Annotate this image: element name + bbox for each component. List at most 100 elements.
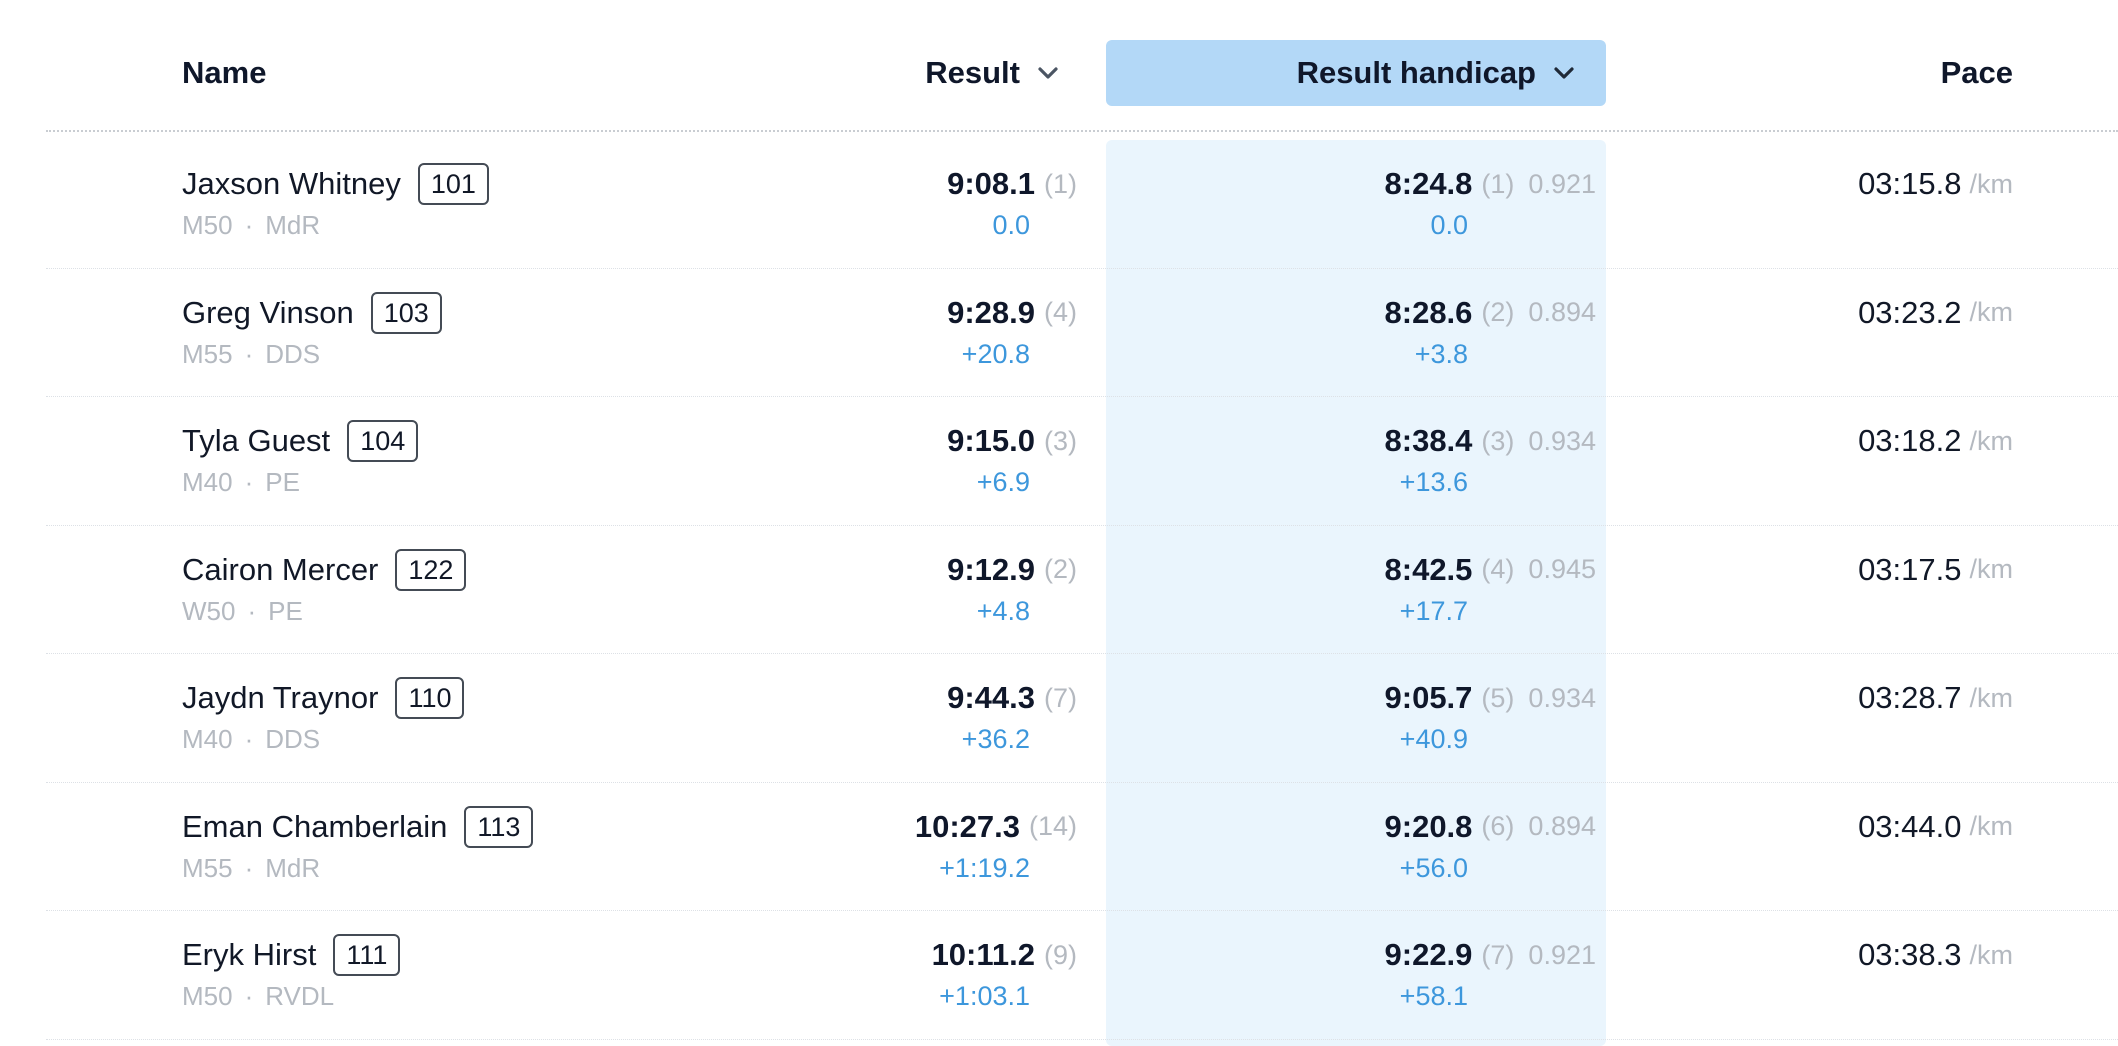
pace-cell: 03:28.7 /km: [1858, 676, 2013, 720]
table-row[interactable]: Greg Vinson 103 M55 · DDS 9:28.9 (4) +20.8…: [0, 269, 2118, 397]
table-row[interactable]: Jaxson Whitney 101 M50 · MdR 9:08.1 (1) 0.…: [0, 140, 2118, 269]
runner-name[interactable]: Eryk Hirst: [182, 937, 317, 972]
handicap-diff: +17.7: [1399, 595, 1468, 626]
pace-value: 03:15.8: [1858, 166, 1962, 201]
handicap-diff: 0.0: [1430, 210, 1468, 240]
handicap-rank: (1): [1481, 168, 1515, 199]
handicap-diff: +40.9: [1399, 724, 1468, 754]
runner-club: PE: [265, 467, 300, 497]
handicap-cell: 8:38.4 (3) 0.934: [1385, 419, 1596, 463]
runner-category-club: W50 · PE: [182, 596, 303, 627]
bib-number-badge: 104: [347, 420, 419, 462]
handicap-time: 8:24.8: [1384, 166, 1473, 201]
handicap-rank: (5): [1481, 682, 1515, 713]
pace-unit: /km: [1969, 682, 2014, 713]
handicap-time: 9:05.7: [1384, 680, 1473, 715]
pace-cell: 03:17.5 /km: [1858, 548, 2013, 592]
handicap-cell: 8:28.6 (2) 0.894: [1385, 291, 1596, 335]
handicap-factor: 0.945: [1528, 554, 1596, 584]
result-cell: 9:15.0 (3): [947, 419, 1077, 463]
result-diff: +1:03.1: [939, 981, 1030, 1011]
separator-dot: ·: [247, 595, 257, 626]
column-header-name[interactable]: Name: [182, 40, 266, 106]
runner-name-line: Tyla Guest 104: [182, 419, 419, 463]
separator-dot: ·: [244, 981, 254, 1011]
pace-unit: /km: [1969, 168, 2014, 199]
runner-name[interactable]: Tyla Guest: [182, 423, 331, 458]
runner-name[interactable]: Cairon Mercer: [182, 551, 379, 587]
result-time: 9:44.3: [947, 680, 1035, 715]
pace-unit: /km: [1969, 939, 2014, 970]
handicap-diff: +3.8: [1414, 338, 1468, 369]
bib-number-badge: 122: [395, 548, 467, 591]
runner-club: DDS: [265, 724, 321, 754]
chevron-down-icon[interactable]: [1548, 61, 1606, 85]
handicap-factor: 0.921: [1528, 939, 1596, 970]
result-time: 9:28.9: [947, 294, 1035, 330]
handicap-cell: 9:22.9 (7) 0.921: [1385, 933, 1596, 977]
result-cell: 10:11.2 (9): [932, 933, 1077, 977]
column-header-result-handicap[interactable]: Result handicap: [1106, 40, 1606, 106]
bib-number-badge: 110: [395, 677, 465, 719]
pace-unit: /km: [1969, 297, 2014, 327]
runner-category: M50: [182, 210, 233, 240]
handicap-factor: 0.921: [1528, 168, 1596, 199]
runner-category-club: M50 · RVDL: [182, 981, 334, 1012]
runner-name-line: Eman Chamberlain 113: [182, 805, 534, 849]
column-header-name-label: Name: [182, 55, 267, 90]
separator-dot: ·: [244, 210, 254, 240]
runner-name-line: Cairon Mercer 122: [182, 548, 467, 592]
table-row[interactable]: Eman Chamberlain 113 M55 · MdR 10:27.3 (14…: [0, 783, 2118, 911]
pace-value: 03:38.3: [1858, 937, 1962, 972]
runner-name[interactable]: Greg Vinson: [182, 294, 354, 330]
pace-value: 03:17.5: [1858, 551, 1962, 587]
column-header-result-handicap-label: Result handicap: [1296, 55, 1536, 90]
table-row[interactable]: Cairon Mercer 122 W50 · PE 9:12.9 (2) +4.8…: [0, 526, 2118, 654]
result-rank: (4): [1044, 297, 1077, 327]
pace-cell: 03:44.0 /km: [1858, 805, 2013, 849]
pace-value: 03:28.7: [1858, 680, 1962, 715]
pace-cell: 03:18.2 /km: [1858, 419, 2013, 463]
runner-name[interactable]: Eman Chamberlain: [182, 808, 448, 844]
column-header-result[interactable]: Result: [880, 40, 1064, 106]
runner-name[interactable]: Jaxson Whitney: [182, 166, 401, 201]
column-header-pace[interactable]: Pace: [1700, 40, 2013, 106]
runner-category: M40: [182, 724, 233, 754]
result-rank: (2): [1044, 554, 1077, 584]
table-row[interactable]: Tyla Guest 104 M40 · PE 9:15.0 (3) +6.9 8:…: [0, 397, 2118, 526]
result-rank: (1): [1044, 168, 1077, 199]
runner-name-line: Jaydn Traynor 110: [182, 676, 465, 720]
table-row[interactable]: Eryk Hirst 111 M50 · RVDL 10:11.2 (9) +1:0…: [0, 911, 2118, 1040]
runner-name-line: Jaxson Whitney 101: [182, 162, 489, 206]
runner-category-club: M40 · PE: [182, 467, 300, 498]
handicap-rank: (2): [1481, 297, 1515, 327]
runner-category-club: M55 · DDS: [182, 339, 320, 370]
runner-category: M55: [182, 852, 233, 883]
runner-name[interactable]: Jaydn Traynor: [182, 680, 379, 715]
bib-number-badge: 111: [333, 934, 401, 976]
result-diff: +1:19.2: [939, 852, 1030, 883]
result-diff: 0.0: [992, 210, 1030, 240]
row-divider: [46, 910, 2118, 911]
handicap-factor: 0.934: [1528, 425, 1596, 456]
table-row[interactable]: Jaydn Traynor 110 M40 · DDS 9:44.3 (7) +36…: [0, 654, 2118, 783]
row-divider: [46, 1038, 2118, 1040]
pace-cell: 03:15.8 /km: [1858, 162, 2013, 206]
handicap-rank: (4): [1481, 554, 1515, 584]
row-divider: [46, 267, 2118, 269]
runner-category: M40: [182, 467, 233, 497]
runner-category-club: M55 · MdR: [182, 853, 320, 884]
runner-category-club: M40 · DDS: [182, 724, 320, 755]
bib-number-badge: 113: [464, 805, 534, 848]
pace-unit: /km: [1969, 425, 2014, 456]
result-time: 9:12.9: [947, 551, 1035, 587]
handicap-factor: 0.894: [1528, 297, 1596, 327]
handicap-rank: (3): [1481, 425, 1515, 456]
chevron-down-icon[interactable]: [1032, 61, 1064, 85]
result-rank: (14): [1028, 811, 1077, 841]
handicap-diff: +58.1: [1399, 981, 1468, 1011]
result-diff: +36.2: [961, 724, 1030, 754]
separator-dot: ·: [244, 852, 254, 883]
runner-club: MdR: [265, 852, 321, 883]
handicap-factor: 0.934: [1528, 682, 1596, 713]
